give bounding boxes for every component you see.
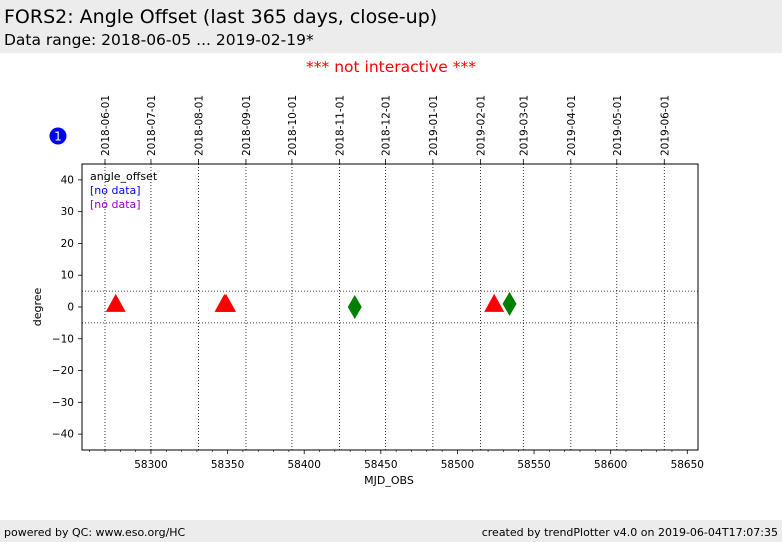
legend-entry-1: angle_offset [90, 170, 158, 183]
plot-frame [81, 163, 699, 451]
x-tick-label: 58600 [594, 459, 627, 471]
y-tick-label: −40 [52, 429, 74, 441]
x-tick-label: 58300 [134, 459, 167, 471]
footer-powered-by: powered by QC: www.eso.org/HC [4, 526, 186, 539]
date-tick-label: 2018-12-01 [380, 95, 392, 156]
date-tick-label: 2018-09-01 [241, 95, 253, 156]
date-tick-label: 2019-05-01 [612, 95, 624, 156]
date-tick-label: 2019-01-01 [428, 95, 440, 156]
info-badge-label[interactable]: 1 [54, 130, 62, 144]
y-tick-label: 0 [67, 302, 74, 314]
data-point-triangle [216, 293, 237, 312]
y-tick-label: 40 [61, 174, 74, 186]
info-badge-circle[interactable] [49, 127, 67, 145]
date-tick-label: 2019-02-01 [475, 95, 487, 156]
x-tick-label: 58550 [517, 459, 550, 471]
x-tick-label: 58450 [364, 459, 397, 471]
y-tick-label: −10 [52, 333, 74, 345]
date-tick-label: 2018-07-01 [146, 95, 158, 156]
date-tick-label: 2018-08-01 [193, 95, 205, 156]
footer-created-by: created by trendPlotter v4.0 on 2019-06-… [481, 526, 778, 539]
date-tick-label: 2018-10-01 [287, 95, 299, 156]
x-axis: 58300 58350 58400 58450 58500 58550 58600 58650 [89, 450, 704, 471]
header-bar: FORS2: Angle Offset (last 365 days, clos… [0, 0, 782, 53]
date-tick-label: 2018-11-01 [334, 95, 346, 156]
data-range-subtitle: Data range: 2018-06-05 ... 2019-02-19* [4, 31, 314, 49]
footer-bar: powered by QC: www.eso.org/HC created by… [0, 520, 782, 542]
data-point-triangle [484, 293, 505, 312]
data-point-triangle [105, 293, 126, 312]
date-tick-label: 2019-04-01 [566, 95, 578, 156]
date-tick-label: 2019-06-01 [659, 95, 671, 156]
data-point-diamond [502, 291, 517, 316]
date-tick-label: 2018-06-01 [100, 95, 112, 156]
x-tick-label: 58400 [287, 459, 320, 471]
legend-entry-2: [no data] [90, 184, 141, 197]
legend-entry-3: [no data] [90, 198, 141, 211]
page-title: FORS2: Angle Offset (last 365 days, clos… [4, 6, 438, 28]
y-tick-label: 20 [61, 238, 74, 250]
x-tick-label: 58350 [211, 459, 244, 471]
legend: angle_offset [no data] [no data] [90, 170, 158, 211]
y-axis: 40 30 20 10 0 −10 −20 −30 −40 [52, 174, 82, 441]
not-interactive-notice: *** not interactive *** [306, 58, 476, 76]
x-axis-label: MJD_OBS [364, 474, 414, 487]
grid-lines [104, 164, 665, 450]
threshold-lines [82, 290, 698, 324]
info-badge[interactable]: 1 [49, 127, 67, 145]
y-tick-label: 30 [61, 206, 74, 218]
y-tick-label: 10 [61, 270, 74, 282]
x-tick-label: 58500 [441, 459, 474, 471]
data-point-diamond [347, 295, 362, 319]
y-tick-label: −30 [52, 397, 74, 409]
data-points [105, 291, 517, 319]
date-tick-label: 2019-03-01 [518, 95, 530, 156]
date-axis: 2018-06-01 2018-07-01 2018-08-01 2018-09-01… [100, 95, 671, 164]
y-axis-label: degree [31, 288, 44, 327]
y-tick-label: −20 [52, 365, 74, 377]
x-tick-label: 58650 [671, 459, 704, 471]
